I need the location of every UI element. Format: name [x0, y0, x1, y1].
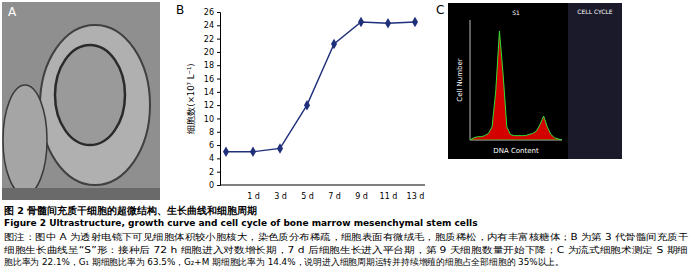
- tick: 2: [209, 168, 220, 177]
- nucleus: [55, 45, 125, 145]
- tick-mark: [217, 79, 220, 80]
- tick-mark: [217, 145, 220, 146]
- marker: [331, 39, 337, 50]
- tick: 13 d: [407, 185, 425, 201]
- tick-label: 1 d: [247, 192, 260, 201]
- tick-mark: [217, 92, 220, 93]
- micrograph: [2, 2, 160, 200]
- tick-label: 16: [204, 75, 214, 84]
- tick-label: 10: [204, 115, 214, 124]
- tick-label: 3 d: [274, 192, 287, 201]
- tick-mark: [217, 105, 220, 106]
- annotation: CELL CYCLE: [577, 8, 613, 15]
- x-axis-title: DNA Content: [493, 147, 539, 155]
- tick: 24: [204, 21, 220, 30]
- tick-label: 26: [204, 8, 214, 17]
- tick-mark: [217, 185, 220, 186]
- caption-note: 细胞生长曲线呈“S”形：接种后 72 h 细胞进入对数增长期，7 d 后细胞生长…: [4, 245, 688, 255]
- tick-mark: [217, 25, 220, 26]
- tick: 7 d: [328, 185, 341, 201]
- tick: 12: [204, 101, 220, 110]
- caption-note: 胞比率为 22.1%，G₁ 期细胞比率为 63.5%，G₂+M 期细胞比率为 1…: [4, 257, 564, 267]
- growth-line: [226, 22, 415, 152]
- tick-mark: [217, 158, 220, 159]
- y-axis: 02468101214161820222426: [204, 8, 221, 190]
- tick-label: 24: [204, 21, 214, 30]
- tick: 11 d: [380, 185, 398, 201]
- x-axis: 1 d 3 d 5 d 7 d 9 d 11 d 13 d: [220, 185, 425, 201]
- tick: 16: [204, 75, 220, 84]
- marker: [304, 100, 310, 111]
- tick-mark: [217, 52, 220, 53]
- tick-label: 14: [204, 88, 214, 97]
- scale-strip: [2, 188, 160, 200]
- tick-label: 18: [204, 61, 214, 70]
- tick: 14: [204, 88, 220, 97]
- info-panel: [568, 3, 622, 159]
- tick-label: 13 d: [407, 192, 425, 201]
- screen-background: [448, 3, 622, 159]
- tick-label: 9 d: [355, 192, 368, 201]
- cell-body: [3, 85, 47, 195]
- tick: 3 d: [274, 185, 287, 201]
- axis-line: [220, 185, 425, 186]
- annotation: S1: [512, 9, 520, 16]
- tick: 0: [209, 181, 220, 190]
- tick-mark: [217, 65, 220, 66]
- caption-title-cn: 图 2 骨髓间充质干细胞的超微结构、生长曲线和细胞周期: [4, 205, 257, 216]
- y-axis-title: 细胞数(×10⁷ L⁻¹): [186, 63, 196, 133]
- tick-label: 2: [209, 168, 214, 177]
- tick: 6: [209, 141, 220, 150]
- tick: 26: [204, 8, 220, 17]
- tick-mark: [217, 172, 220, 173]
- y-axis-title: Cell Number: [456, 58, 464, 102]
- tick: 4: [209, 154, 220, 163]
- tick-mark: [217, 39, 220, 40]
- marker: [385, 18, 391, 29]
- tick: 18: [204, 61, 220, 70]
- tick-label: 12: [204, 101, 214, 110]
- tick-label: 5 d: [301, 192, 314, 201]
- histogram-area: [470, 31, 562, 140]
- tick-label: 4: [209, 154, 214, 163]
- tick-label: 6: [209, 141, 214, 150]
- tick-label: 22: [204, 35, 214, 44]
- plot-area: [223, 17, 418, 157]
- marker: [277, 143, 283, 154]
- marker: [223, 146, 229, 157]
- tick: 20: [204, 48, 220, 57]
- marker: [412, 17, 418, 28]
- marker: [250, 146, 256, 157]
- axis-line: [217, 13, 221, 186]
- tick: 8: [209, 128, 220, 137]
- plot-frame: [470, 20, 562, 140]
- tick: 9 d: [355, 185, 368, 201]
- tick-label: 11 d: [380, 192, 398, 201]
- panel-label: C: [436, 3, 444, 17]
- tick: 1 d: [247, 185, 260, 201]
- tick-label: 0: [209, 181, 214, 190]
- tick: 22: [204, 35, 220, 44]
- tick-mark: [217, 132, 220, 133]
- tick-label: 7 d: [328, 192, 341, 201]
- panel-label: B: [176, 3, 184, 17]
- caption-note: 图注：图中 A 为透射电镜下可见细胞体积较小胞核大，染色质分布稀疏，细胞表面有微…: [4, 232, 688, 242]
- caption-title-en: Figure 2 Ultrastructure, growth curve an…: [4, 218, 478, 228]
- marker: [358, 17, 364, 28]
- tick-mark: [217, 12, 220, 13]
- caption: 图 2 骨髓间充质干细胞的超微结构、生长曲线和细胞周期 Figure 2 Ultr…: [4, 205, 688, 267]
- figure: AB024681012141618202224261 d3 d5 d7 d9 d…: [0, 0, 695, 273]
- cell-body: [40, 25, 150, 185]
- plot-area: [470, 31, 562, 140]
- tick-label: 8: [209, 128, 214, 137]
- tick: 5 d: [301, 185, 314, 201]
- tick: 10: [204, 115, 220, 124]
- panel-label: A: [8, 5, 17, 19]
- tick-mark: [217, 118, 220, 119]
- panel-b: B024681012141618202224261 d3 d5 d7 d9 d1…: [176, 3, 425, 201]
- tick-label: 20: [204, 48, 214, 57]
- panel-a: A: [2, 2, 160, 200]
- panel-c: C DNA Content Cell Number S1 CELL CYCLE: [436, 3, 622, 159]
